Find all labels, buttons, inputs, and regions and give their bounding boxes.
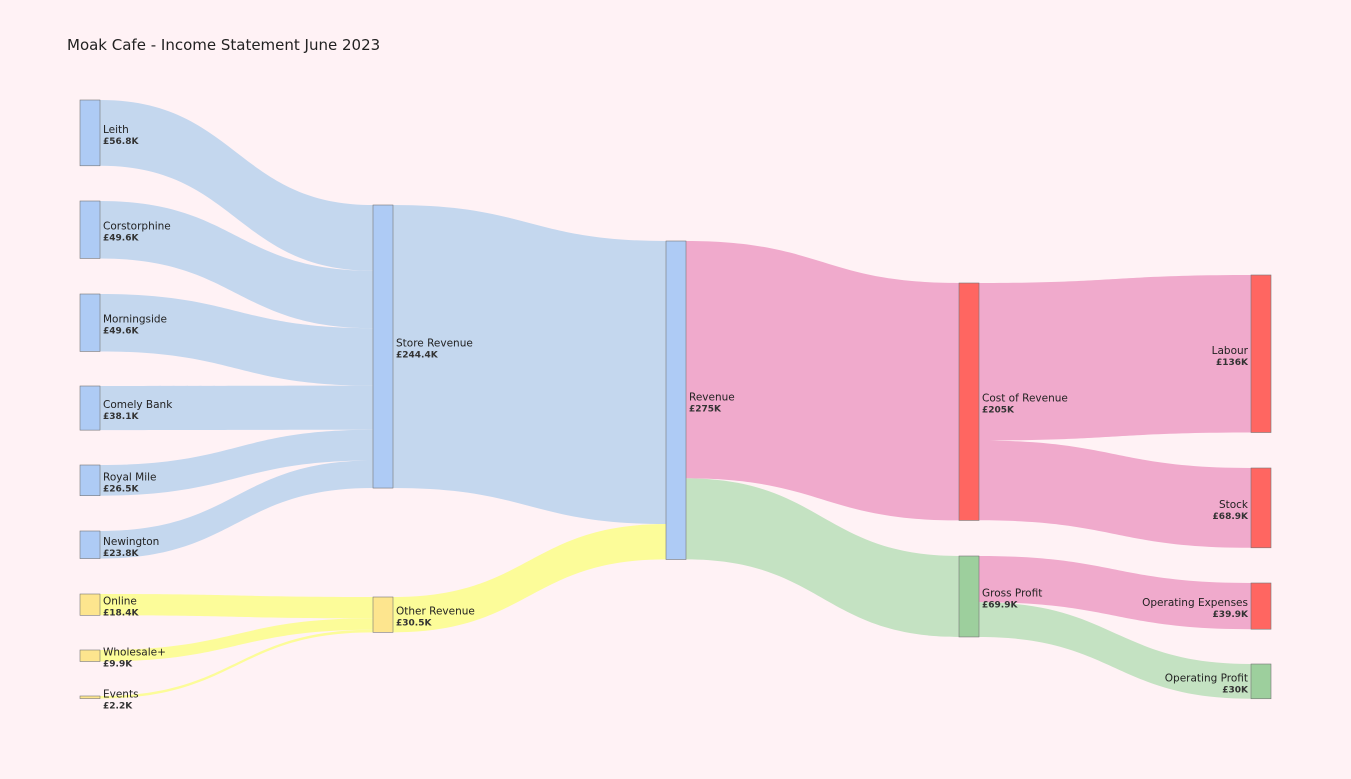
link-leith-to-store_revenue [100,100,373,271]
node-value-events: £2.2K [103,701,133,711]
node-operating_profit [1250,663,1272,700]
node-label-wholesale: Wholesale+£9.9K [103,647,166,670]
node-label-events: Events£2.2K [103,688,139,711]
node-value-newington: £23.8K [103,549,139,559]
node-name-leith: Leith [103,124,129,136]
chart-title: Moak Cafe - Income Statement June 2023 [67,36,381,54]
node-value-cost_of_revenue: £205K [982,406,1015,416]
node-name-labour: Labour [1212,345,1249,357]
node-value-wholesale: £9.9K [103,660,133,670]
node-label-online: Online£18.4K [103,596,139,619]
node-label-morningside: Morningside£49.6K [103,314,167,337]
link-revenue-to-gross_profit [686,478,959,637]
node-corstorphine [79,200,101,259]
nodes-layer [79,99,1272,700]
node-gross_profit [958,555,980,638]
node-store_revenue [372,204,394,489]
link-newington-to-store_revenue [100,460,373,559]
node-value-operating_profit: £30K [1222,685,1249,695]
link-royal_mile-to-store_revenue [100,429,373,496]
node-value-other_revenue: £30.5K [396,619,432,629]
node-morningside [79,293,101,352]
node-newington [79,530,101,559]
node-label-labour: Labour£136K [1212,345,1249,368]
node-label-operating_profit: Operating Profit£30K [1165,672,1249,695]
link-cost_of_revenue-to-stock [979,440,1251,548]
link-gross_profit-to-operating_expenses [979,556,1251,630]
node-label-leith: Leith£56.8K [103,124,139,147]
node-value-corstorphine: £49.6K [103,234,139,244]
node-name-operating_profit: Operating Profit [1165,672,1248,684]
node-value-labour: £136K [1216,358,1249,368]
node-name-online: Online [103,596,137,608]
link-events-to-other_revenue [100,629,373,699]
node-operating_expenses [1250,582,1272,630]
node-online [79,593,101,616]
node-value-morningside: £49.6K [103,327,139,337]
node-value-comely_bank: £38.1K [103,412,139,422]
link-revenue-to-cost_of_revenue [686,241,959,521]
node-stock [1250,467,1272,549]
node-name-corstorphine: Corstorphine [103,221,171,233]
node-label-royal_mile: Royal Mile£26.5K [103,471,157,494]
node-label-gross_profit: Gross Profit£69.9K [982,587,1042,610]
node-name-morningside: Morningside [103,314,167,326]
link-other_revenue-to-revenue [393,524,666,633]
node-cost_of_revenue [958,282,980,521]
labels-layer: Leith£56.8KCorstorphine£49.6KMorningside… [103,124,1249,711]
link-morningside-to-store_revenue [100,294,373,386]
node-label-newington: Newington£23.8K [103,536,159,559]
node-leith [79,99,101,167]
node-value-online: £18.4K [103,609,139,619]
node-revenue [665,240,687,560]
node-name-events: Events [103,688,139,700]
node-label-cost_of_revenue: Cost of Revenue£205K [982,393,1068,416]
node-other_revenue [372,596,394,633]
node-value-revenue: £275K [689,404,722,414]
node-label-store_revenue: Store Revenue£244.4K [396,338,473,361]
link-corstorphine-to-store_revenue [100,201,373,329]
link-wholesale-to-other_revenue [100,618,373,662]
links-layer [100,100,1251,699]
node-label-stock: Stock£68.9K [1213,499,1249,522]
node-label-revenue: Revenue£275K [689,391,735,414]
node-name-other_revenue: Other Revenue [396,606,475,618]
node-name-operating_expenses: Operating Expenses [1142,597,1248,609]
node-name-royal_mile: Royal Mile [103,471,157,483]
link-store_revenue-to-revenue [393,205,666,525]
node-name-newington: Newington [103,536,159,548]
node-label-other_revenue: Other Revenue£30.5K [396,606,475,629]
node-name-wholesale: Wholesale+ [103,647,166,659]
link-comely_bank-to-store_revenue [100,385,373,431]
node-royal_mile [79,464,101,496]
node-name-gross_profit: Gross Profit [982,587,1042,599]
node-name-comely_bank: Comely Bank [103,399,173,411]
node-label-operating_expenses: Operating Expenses£39.9K [1142,597,1249,620]
link-online-to-other_revenue [100,594,373,619]
node-value-royal_mile: £26.5K [103,484,139,494]
node-value-stock: £68.9K [1213,512,1249,522]
node-labour [1250,274,1272,433]
node-comely_bank [79,385,101,431]
node-name-store_revenue: Store Revenue [396,338,473,350]
node-value-gross_profit: £69.9K [982,600,1018,610]
node-wholesale [79,649,101,662]
node-value-leith: £56.8K [103,137,139,147]
node-value-operating_expenses: £39.9K [1213,610,1249,620]
node-name-revenue: Revenue [689,391,735,403]
node-events [79,695,101,699]
link-cost_of_revenue-to-labour [979,275,1251,441]
node-label-corstorphine: Corstorphine£49.6K [103,221,171,244]
node-name-cost_of_revenue: Cost of Revenue [982,393,1068,405]
link-gross_profit-to-operating_profit [979,602,1251,699]
node-value-store_revenue: £244.4K [396,351,439,361]
node-label-comely_bank: Comely Bank£38.1K [103,399,173,422]
node-name-stock: Stock [1219,499,1249,511]
